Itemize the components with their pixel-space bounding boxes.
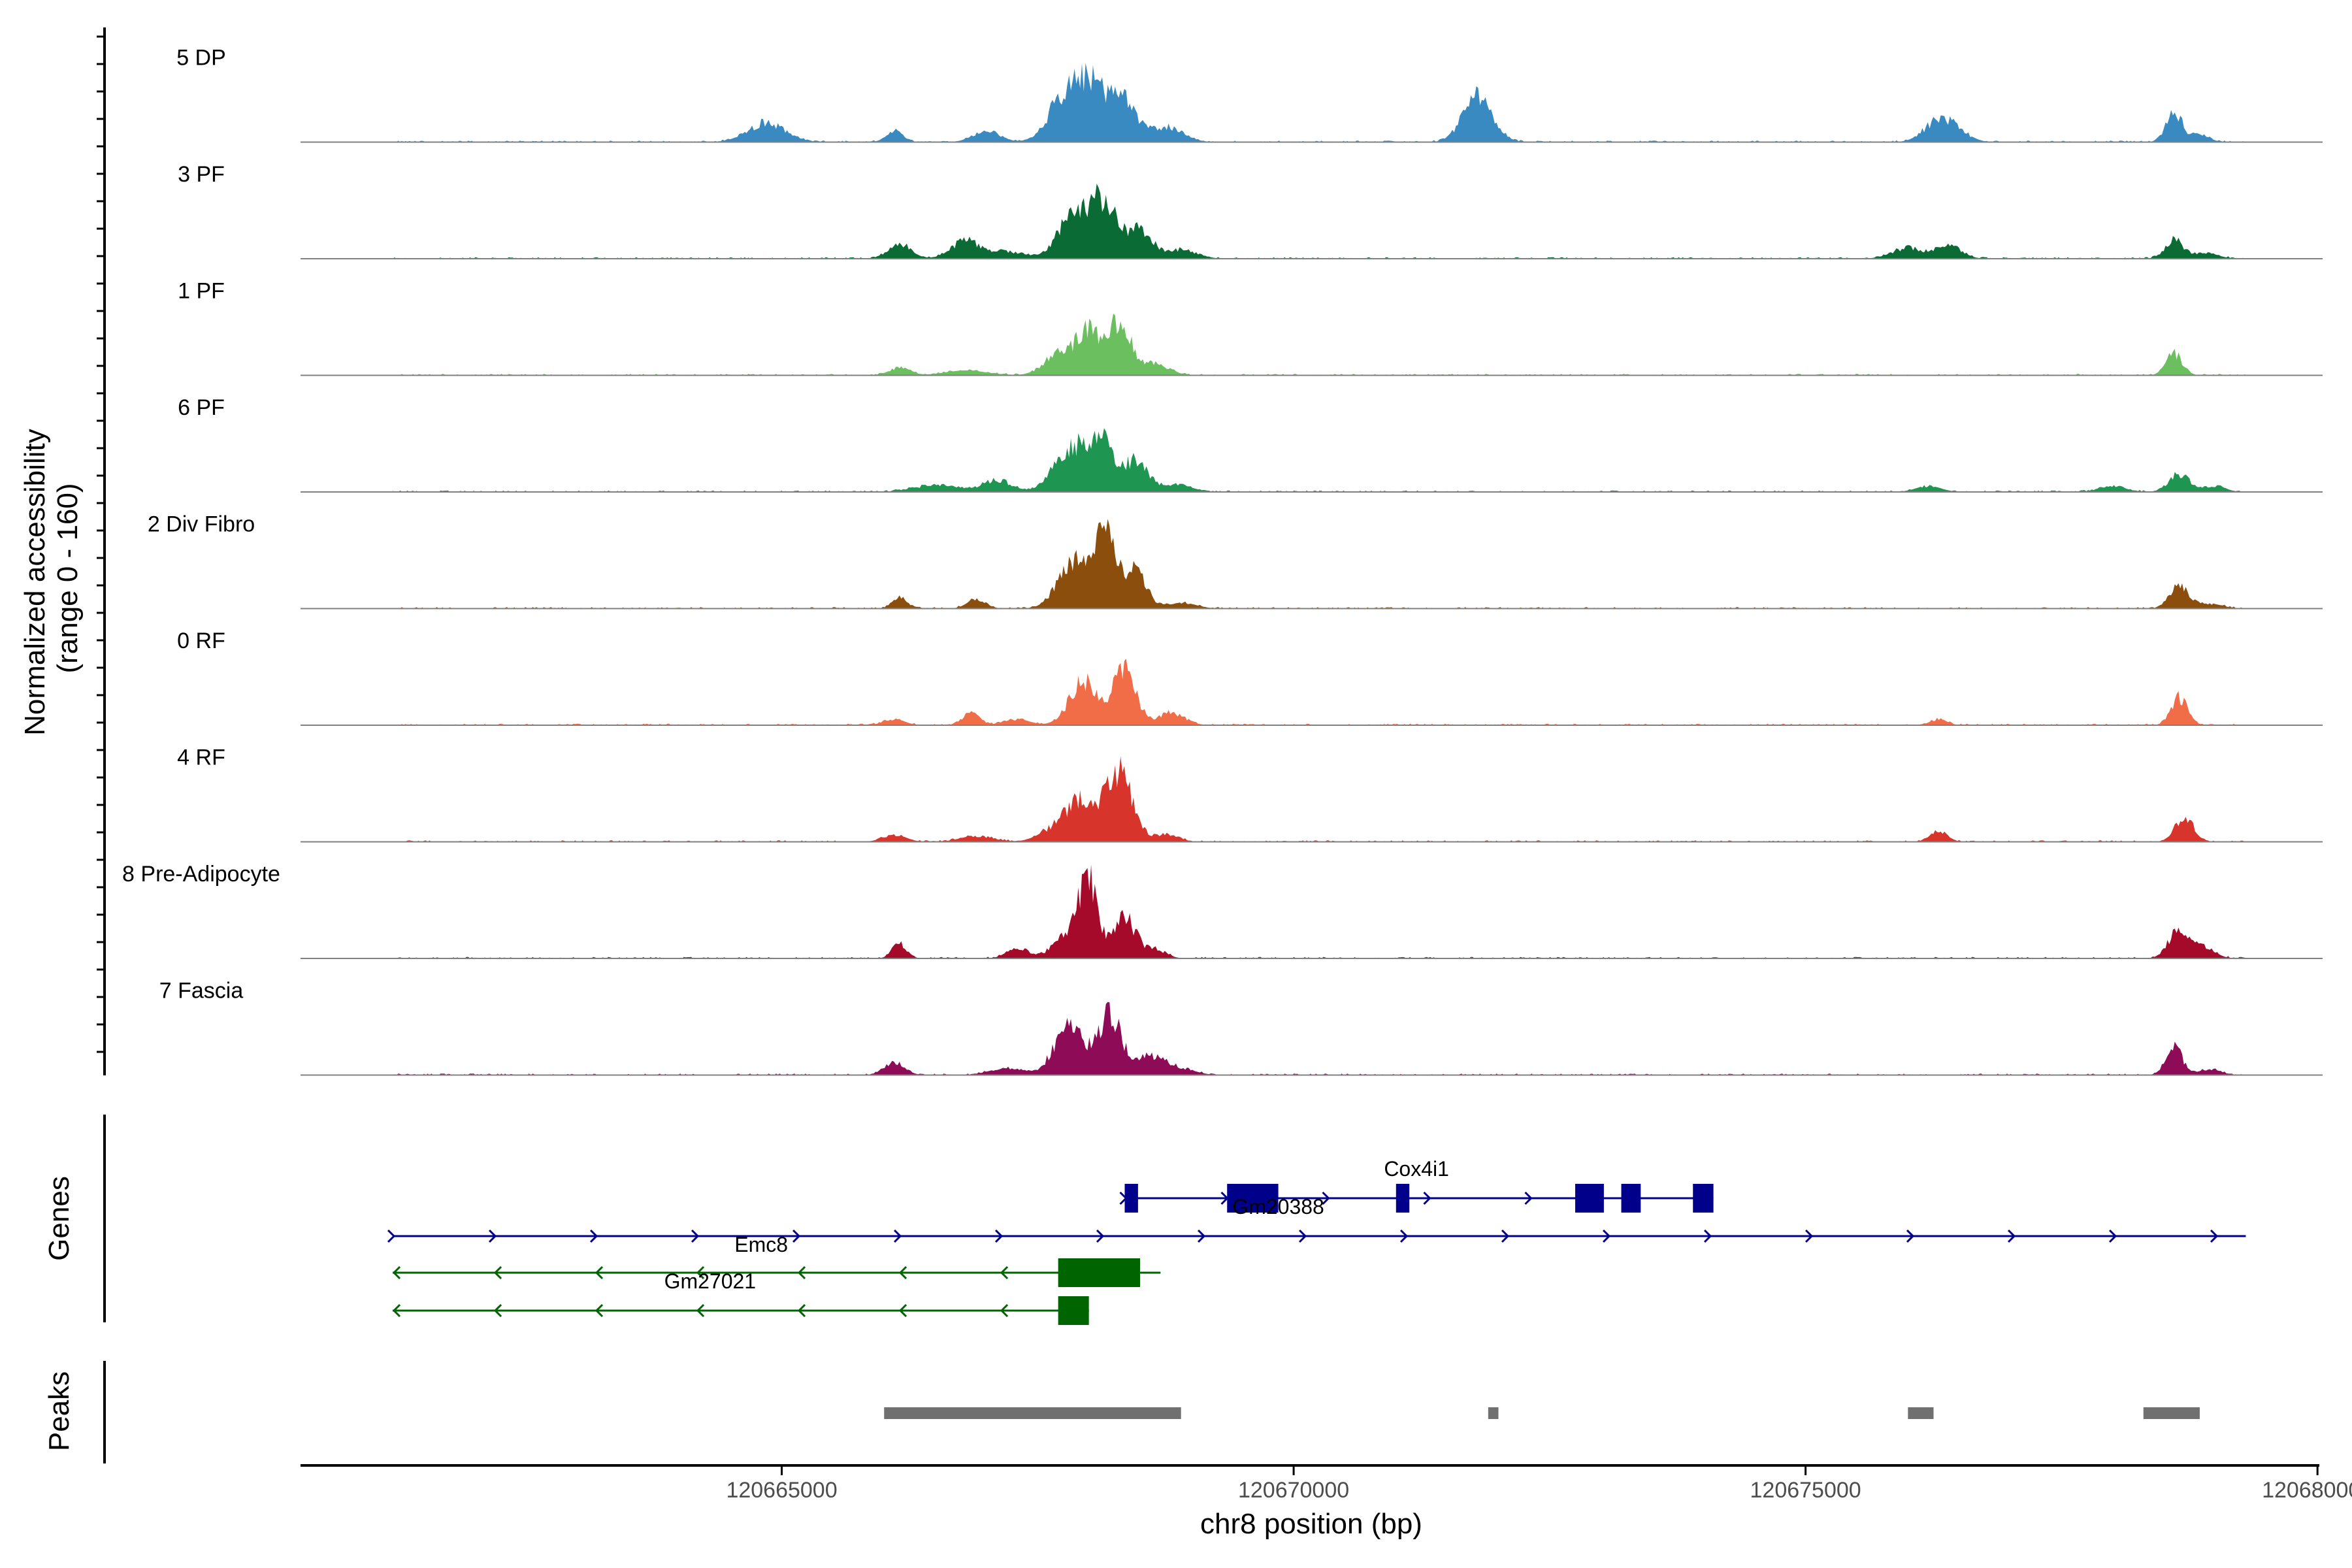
peaks-panel-label: Peaks [43,1371,75,1451]
strand-arrow [493,1266,502,1280]
track-7-fascia: 7 Fascia [159,979,2323,1076]
track-5-dp: 5 DP [176,46,2323,143]
strand-arrow [2210,1229,2219,1243]
coverage-area [393,864,2246,958]
gene-exon [1396,1184,1410,1213]
gene-exon [1124,1184,1138,1213]
y-axis-label-line2: (range 0 - 160) [52,483,84,673]
track-0-rf: 0 RF [177,629,2323,726]
coverage-area [393,756,2246,842]
strand-arrow [898,1266,907,1280]
y-axis-label-line1: Normalized accessibility [19,429,51,735]
peaks-panel [103,1361,2200,1463]
track-label: 7 Fascia [159,979,244,1004]
strand-arrow [898,1303,907,1318]
strand-arrow [1399,1229,1409,1243]
coverage-area [393,1002,2246,1075]
strand-arrow [392,1303,401,1318]
left-y-axis [97,27,106,1075]
y-axis-label: Normalized accessibility (range 0 - 160) [19,421,84,736]
coverage-area [393,184,2246,259]
coverage-area [393,428,2246,492]
x-axis-label: chr8 position (bp) [1200,1508,1422,1540]
genes-panel-label: Genes [43,1176,75,1261]
strand-arrow [1906,1229,1915,1243]
track-4-rf: 4 RF [177,745,2323,843]
coverage-tracks: 5 DP 3 PF 1 PF 6 PF 2 Div Fibro 0 RF 4 RF 8 Pre… [122,46,2323,1076]
strand-arrow [696,1303,705,1318]
strand-arrow [994,1229,1004,1243]
peak-region [2143,1407,2200,1419]
track-label: 1 PF [178,279,225,304]
strand-arrow [387,1229,396,1243]
coverage-area [393,313,2246,376]
gene-exon [1693,1184,1714,1213]
gene-label: Cox4i1 [1384,1157,1449,1181]
strand-arrow [1000,1266,1009,1280]
strand-arrow [595,1303,604,1318]
gene-gm27021: Gm27021 [392,1269,1089,1325]
peak-region [1908,1407,1934,1419]
track-label: 4 RF [177,745,225,770]
track-2-div-fibro: 2 Div Fibro [148,512,2323,610]
peak-region [884,1407,1181,1419]
coverage-area [393,519,2246,609]
strand-arrow [2108,1229,2117,1243]
strand-arrow [1197,1229,1206,1243]
strand-arrow [595,1266,604,1280]
strand-arrow [1423,1191,1431,1205]
strand-arrow [1322,1191,1330,1205]
strand-arrow [1805,1229,1814,1243]
strand-arrow [1000,1303,1009,1318]
strand-arrow [1524,1191,1533,1205]
x-tick-label: 120670000 [1238,1478,1349,1503]
gene-gm20388: Gm20388 [387,1195,2246,1243]
strand-arrow [589,1229,598,1243]
track-label: 0 RF [177,629,225,653]
strand-arrow [893,1229,902,1243]
gene-label: Emc8 [734,1233,788,1256]
track-label: 5 DP [176,46,226,71]
strand-arrow [691,1229,700,1243]
genes-panel: Cox4i1 Gm20388 Emc8 Gm27021 [103,1115,2246,1325]
strand-arrow [2007,1229,2016,1243]
track-label: 8 Pre-Adipocyte [122,862,280,887]
strand-arrow [1501,1229,1510,1243]
gene-cox4i1: Cox4i1 [1119,1157,1714,1213]
track-3-pf: 3 PF [178,162,2323,259]
gene-label: Gm20388 [1232,1195,1324,1218]
strand-arrow [1602,1229,1611,1243]
x-axis: 120665000 120670000 120675000 120680000 [301,1464,2352,1503]
strand-arrow [696,1266,705,1280]
gene-exon [1575,1184,1604,1213]
strand-arrow [392,1266,401,1280]
track-label: 3 PF [178,162,225,187]
track-8-pre-adipocyte: 8 Pre-Adipocyte [122,862,2323,959]
gene-exon [1621,1184,1641,1213]
strand-arrow [792,1229,801,1243]
track-label: 2 Div Fibro [148,512,255,537]
x-tick-label: 120680000 [2262,1478,2352,1503]
track-1-pf: 1 PF [178,279,2323,376]
x-tick-label: 120675000 [1750,1478,1861,1503]
strand-arrow [1298,1229,1307,1243]
strand-arrow [797,1266,806,1280]
gene-exon [1058,1296,1089,1325]
strand-arrow [488,1229,497,1243]
strand-arrow [797,1303,806,1318]
gene-exon [1227,1184,1279,1213]
gene-emc8: Emc8 [392,1233,1161,1287]
strand-arrow [493,1303,502,1318]
x-tick-label: 120665000 [726,1478,837,1503]
coverage-area [393,659,2246,725]
gene-exon [1058,1258,1141,1287]
coverage-area [393,63,2246,142]
gene-label: Gm27021 [664,1269,757,1293]
strand-arrow [1096,1229,1105,1243]
strand-arrow [1703,1229,1712,1243]
track-6-pf: 6 PF [178,395,2323,493]
peak-region [1488,1407,1499,1419]
track-label: 6 PF [178,395,225,420]
